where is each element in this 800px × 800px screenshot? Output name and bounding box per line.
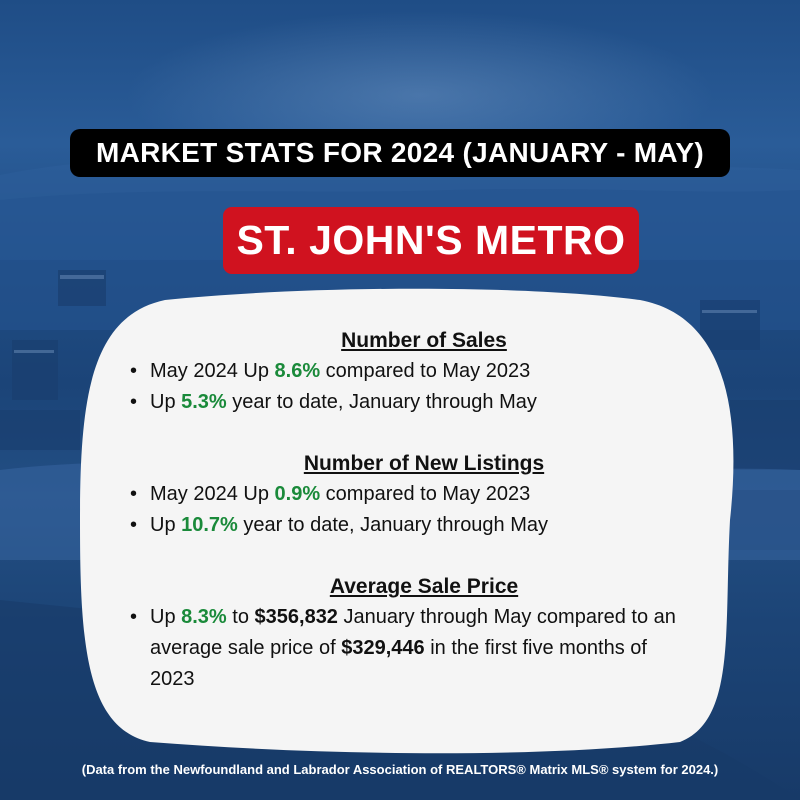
price-list: Up 8.3% to $356,832 January through May … xyxy=(120,602,690,695)
sales-may-change: 8.6% xyxy=(274,360,321,382)
sales-list: May 2024 Up 8.6% compared to May 2023 Up… xyxy=(120,356,690,418)
market-stats-title: MARKET STATS FOR 2024 (JANUARY - MAY) xyxy=(70,129,730,177)
listings-may-change: 0.9% xyxy=(274,483,321,505)
list-item: Up 10.7% year to date, January through M… xyxy=(120,510,690,541)
average-price-2024: $356,832 xyxy=(254,606,338,628)
listings-section-title: Number of New Listings xyxy=(303,452,545,475)
listings-ytd-change: 10.7% xyxy=(181,514,238,536)
list-item: Up 5.3% year to date, January through Ma… xyxy=(120,387,690,418)
list-item: May 2024 Up 8.6% compared to May 2023 xyxy=(120,356,690,387)
sales-section-title: Number of Sales xyxy=(341,329,507,352)
price-section-title: Average Sale Price xyxy=(329,575,519,598)
region-banner: ST. JOHN'S METRO xyxy=(223,207,639,274)
list-item: May 2024 Up 0.9% compared to May 2023 xyxy=(120,479,690,510)
stats-card: Number of Sales May 2024 Up 8.6% compare… xyxy=(120,326,690,695)
price-change: 8.3% xyxy=(181,606,227,628)
list-item: Up 8.3% to $356,832 January through May … xyxy=(120,602,690,695)
data-source-footnote: (Data from the Newfoundland and Labrador… xyxy=(81,762,719,777)
listings-list: May 2024 Up 0.9% compared to May 2023 Up… xyxy=(120,479,690,541)
sales-ytd-change: 5.3% xyxy=(181,391,227,413)
average-price-2023: $329,446 xyxy=(341,637,425,659)
